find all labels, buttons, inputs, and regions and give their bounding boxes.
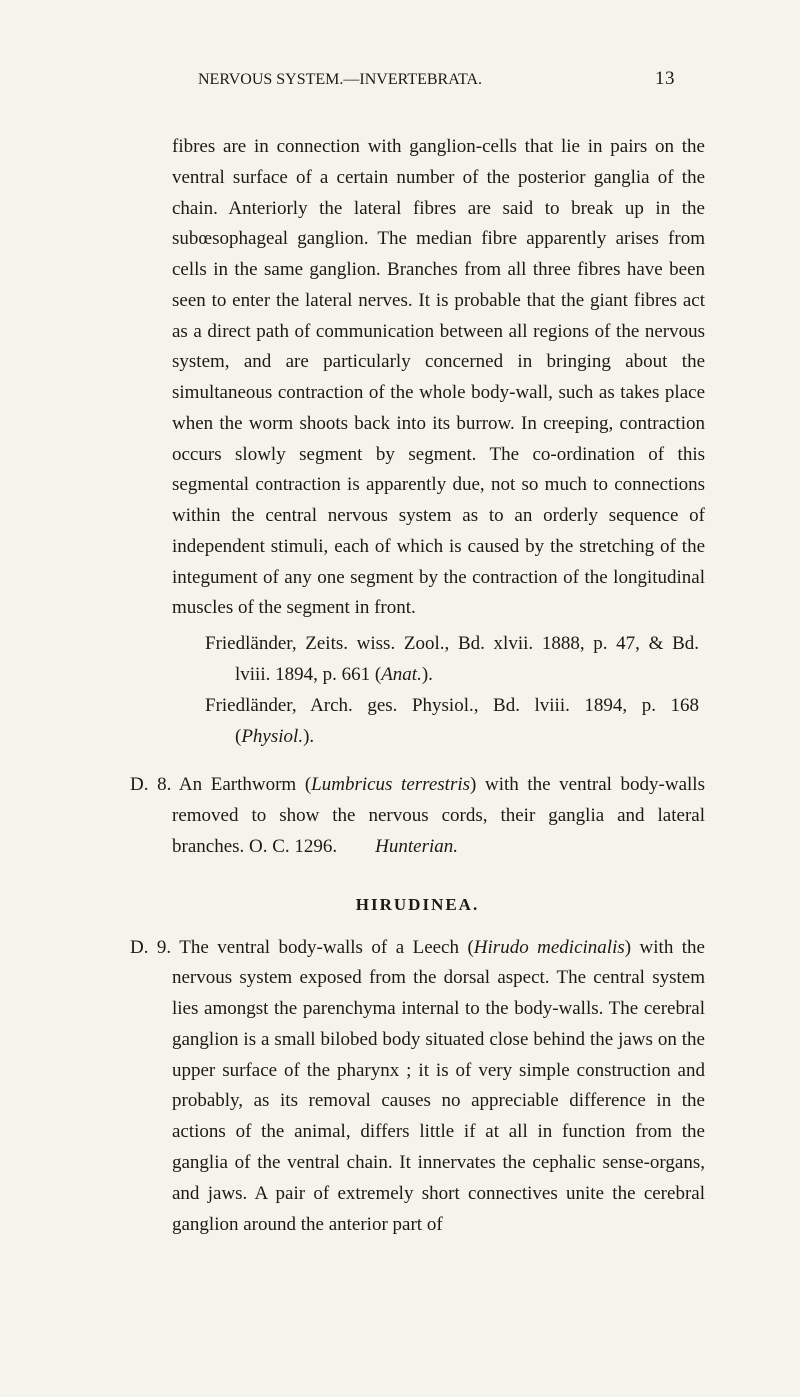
entry-d8: D. 8. An Earthworm (Lumbricus terrestris… xyxy=(130,770,705,862)
citation-2-post: ). xyxy=(303,726,314,747)
header-title: NERVOUS SYSTEM.—INVERTEBRATA. xyxy=(198,71,482,89)
section-heading-hirudinea: HIRUDINEA. xyxy=(130,895,705,915)
citation-block: Friedländer, Zeits. wiss. Zool., Bd. xlv… xyxy=(130,629,705,752)
entry-d9-text-pre: The ventral body-walls of a Leech ( xyxy=(171,937,474,958)
entry-d9-text-post: ) with the nervous system exposed from t… xyxy=(172,937,705,1235)
main-paragraph: fibres are in connection with ganglion-c… xyxy=(130,132,705,624)
entry-d9-label: D. 9. xyxy=(130,937,171,958)
entry-d8-italic1: Lumbricus terrestris xyxy=(311,774,470,795)
entry-d8-italic2: Hunterian. xyxy=(375,836,458,857)
entry-d9-italic1: Hirudo medicinalis xyxy=(474,937,625,958)
citation-2-italic: Physiol. xyxy=(241,726,303,747)
citation-1: Friedländer, Zeits. wiss. Zool., Bd. xlv… xyxy=(205,629,699,691)
entry-d8-text-pre: An Earthworm ( xyxy=(171,774,311,795)
entry-d8-spacer xyxy=(337,836,375,857)
page-header: NERVOUS SYSTEM.—INVERTEBRATA. 13 xyxy=(130,68,705,90)
citation-1-italic: Anat. xyxy=(381,664,422,685)
page-number: 13 xyxy=(655,68,675,90)
citation-1-pre: Friedländer, Zeits. wiss. Zool., Bd. xlv… xyxy=(205,633,699,685)
entry-d8-label: D. 8. xyxy=(130,774,171,795)
citation-2: Friedländer, Arch. ges. Physiol., Bd. lv… xyxy=(205,691,699,753)
citation-1-post: ). xyxy=(422,664,433,685)
entry-d9: D. 9. The ventral body-walls of a Leech … xyxy=(130,933,705,1241)
